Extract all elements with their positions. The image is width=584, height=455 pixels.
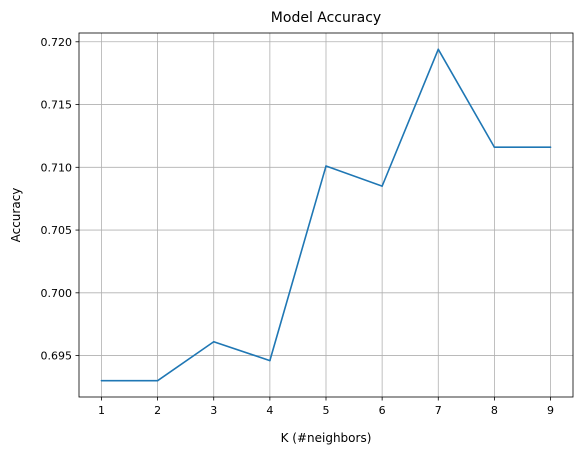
- y-tick-label: 0.700: [41, 287, 73, 300]
- y-axis-label: Accuracy: [9, 188, 23, 243]
- data-point: [381, 185, 383, 187]
- data-point: [212, 340, 215, 343]
- x-tick-label: 4: [266, 404, 273, 417]
- x-tick-label: 5: [323, 404, 330, 417]
- x-tick-label: 1: [98, 404, 105, 417]
- data-point: [549, 146, 552, 149]
- data-point: [269, 359, 271, 362]
- y-tick-label: 0.695: [41, 350, 73, 363]
- x-tick-label: 9: [547, 404, 554, 417]
- x-axis: 1 2 3 4 5 6 7 8 9: [98, 397, 554, 417]
- x-tick-label: 7: [435, 404, 442, 417]
- x-tick-label: 8: [491, 404, 498, 417]
- x-axis-label: K (#neighbors): [281, 431, 372, 445]
- data-point: [325, 165, 327, 167]
- x-tick-label: 6: [379, 404, 386, 417]
- x-tick-label: 2: [154, 404, 161, 417]
- grid: [79, 33, 573, 397]
- y-tick-label: 0.715: [41, 99, 73, 112]
- series-layer: [100, 48, 552, 382]
- y-axis: 0.695 0.700 0.705 0.710 0.715 0.720: [41, 36, 79, 363]
- y-tick-label: 0.720: [41, 36, 73, 49]
- chart-title: Model Accuracy: [271, 10, 381, 26]
- y-tick-label: 0.705: [41, 224, 73, 237]
- data-point: [493, 146, 496, 149]
- data-point: [437, 48, 440, 51]
- y-tick-label: 0.710: [41, 161, 73, 174]
- data-point: [100, 379, 103, 382]
- x-tick-label: 3: [210, 404, 217, 417]
- data-point: [156, 379, 159, 382]
